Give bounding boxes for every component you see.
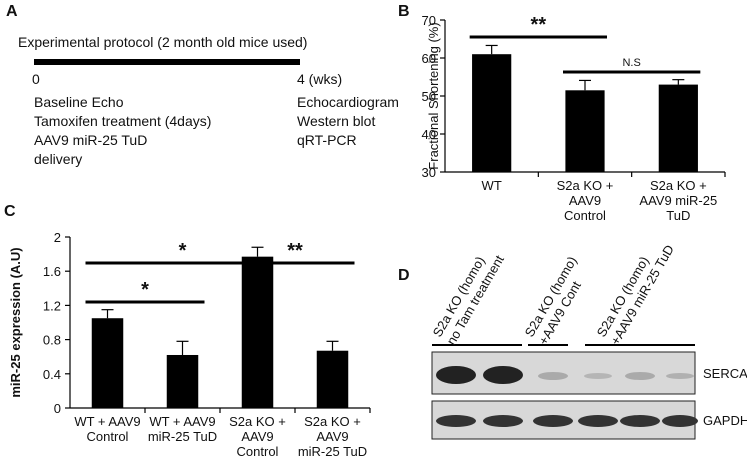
timeline-start: 0 xyxy=(32,71,40,87)
bar xyxy=(91,318,124,408)
x-tick-label-line: AAV9 xyxy=(569,193,601,208)
x-tick-label-line: S2a KO + xyxy=(650,178,707,193)
lane-label: S2a KO (homo)no Tam treatment xyxy=(430,244,508,347)
protocol-title: Experimental protocol (2 month old mice … xyxy=(18,34,307,50)
protocol-item: Western blot xyxy=(297,113,375,129)
x-tick-label-line: WT + AAV9 xyxy=(74,414,140,429)
protocol-item: qRT-PCR xyxy=(297,132,357,148)
bar xyxy=(565,90,605,172)
protocol-item: Echocardiogram xyxy=(297,94,399,110)
x-tick-label-line: Control xyxy=(237,444,279,459)
lane-label: S2a KO (homo)+AAV9 Cont xyxy=(522,254,594,348)
x-tick-label-line: WT xyxy=(482,178,502,193)
bar xyxy=(472,54,512,173)
blot-serca xyxy=(431,351,696,395)
x-tick-label: S2a KO + AAV9 miR-25 TuD xyxy=(298,414,367,459)
x-tick-label-line: TuD xyxy=(666,208,690,223)
timeline-end: 4 (wks) xyxy=(297,71,342,87)
x-tick-label: WT + AAV9 miR-25 TuD xyxy=(148,414,217,444)
y-axis-label: Fractional Shortening (%) xyxy=(426,22,441,169)
lane-label: S2a KO (homo)+AAV9 miR-25 TuD xyxy=(594,234,677,347)
significance-label: N.S xyxy=(622,57,640,69)
y-tick-label: 40 xyxy=(422,127,436,142)
y-tick-label: 2 xyxy=(54,230,61,245)
x-tick-label-line: S2a KO + xyxy=(557,178,614,193)
x-tick-label-line: AAV9 miR-25 xyxy=(639,193,717,208)
y-tick-label: 30 xyxy=(422,165,436,180)
x-tick-label: S2a KO + AAV9 miR-25 TuD xyxy=(639,178,717,223)
y-tick-label: 70 xyxy=(422,13,436,28)
row-label: GAPDH xyxy=(703,413,747,428)
bar xyxy=(658,84,698,172)
bar xyxy=(166,354,199,408)
bar xyxy=(316,350,349,408)
protocol-item: Tamoxifen treatment (4days) xyxy=(34,113,211,129)
y-tick-label: 0.4 xyxy=(43,367,61,382)
x-tick-label: S2a KO + AAV9 Control xyxy=(229,414,286,459)
timeline xyxy=(34,59,300,65)
x-tick-label-line: S2a KO + xyxy=(304,414,361,429)
significance-label: * xyxy=(141,279,149,301)
x-tick-label-line: miR-25 TuD xyxy=(148,429,217,444)
panel-letter: B xyxy=(398,3,410,20)
bands xyxy=(436,366,698,427)
significance-label: * xyxy=(179,240,187,262)
panel-letter: A xyxy=(6,3,18,20)
x-tick-label: S2a KO + AAV9 Control xyxy=(557,178,614,223)
x-tick-label-line: AAV9 xyxy=(316,429,348,444)
x-tick-label-line: Control xyxy=(87,429,129,444)
y-tick-label: 60 xyxy=(422,51,436,66)
y-axis-label: miR-25 expression (A.U) xyxy=(8,247,23,397)
x-tick-label-line: Control xyxy=(564,208,606,223)
x-tick-label-line: AAV9 xyxy=(241,429,273,444)
bar xyxy=(241,256,274,408)
panel-letter: C xyxy=(4,203,16,220)
y-tick-label: 0 xyxy=(54,401,61,416)
panel-letter: D xyxy=(398,267,410,284)
y-tick-label: 1.6 xyxy=(43,264,61,279)
x-tick-label: WT + AAV9 Control xyxy=(74,414,140,444)
row-label: SERCA2a xyxy=(703,366,747,381)
y-tick-label: 1.2 xyxy=(43,298,61,313)
significance-label: ** xyxy=(531,14,547,36)
protocol-item: AAV9 miR-25 TuD xyxy=(34,132,147,148)
protocol-item: delivery xyxy=(34,151,82,167)
x-tick-label-line: WT + AAV9 xyxy=(149,414,215,429)
x-tick-label: WT xyxy=(482,178,502,193)
y-tick-label: 50 xyxy=(422,89,436,104)
significance-label: ** xyxy=(287,240,303,262)
x-tick-label-line: miR-25 TuD xyxy=(298,444,367,459)
y-tick-label: 0.8 xyxy=(43,333,61,348)
protocol-item: Baseline Echo xyxy=(34,94,124,110)
x-tick-label-line: S2a KO + xyxy=(229,414,286,429)
